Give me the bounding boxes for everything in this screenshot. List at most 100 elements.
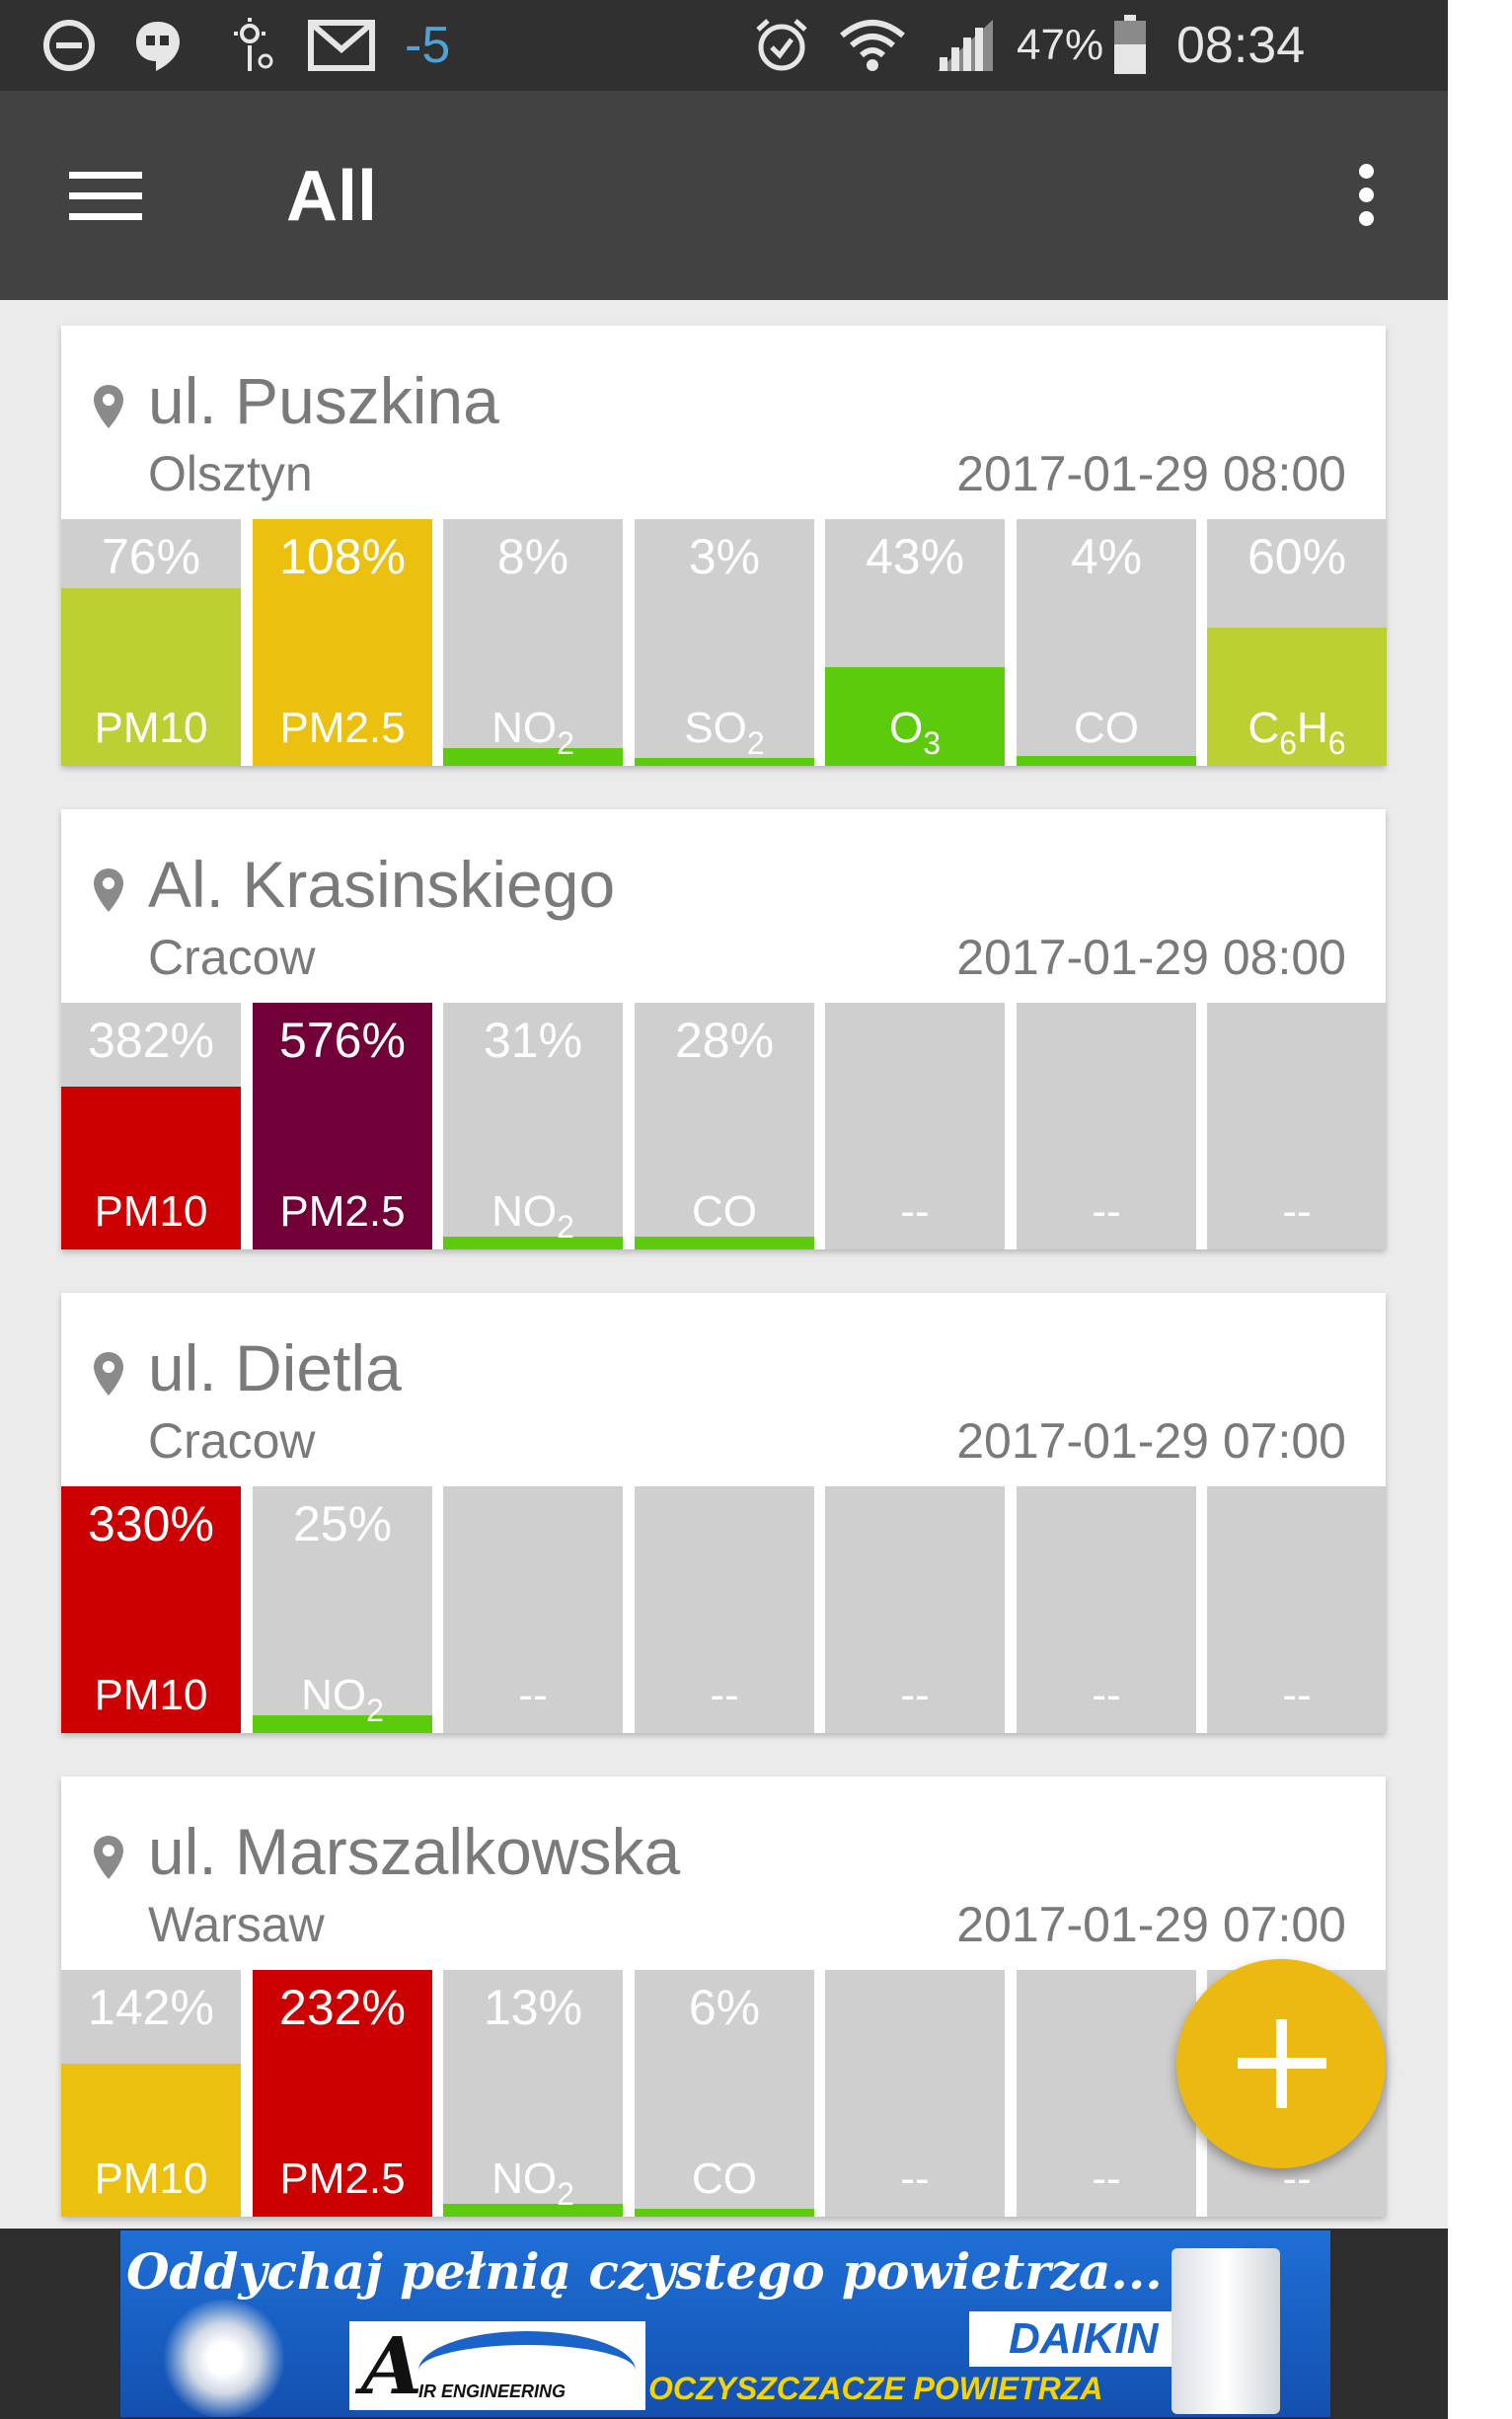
ad-banner[interactable]: Oddychaj pełnią czystego powietrza... A …: [0, 2229, 1448, 2419]
level-bar: [61, 588, 241, 766]
pollutant-cell[interactable]: --: [825, 1486, 1005, 1733]
wifi-icon: [837, 16, 908, 75]
station-street: ul. Dietla: [148, 1331, 402, 1404]
pollutant-cell[interactable]: --: [1017, 1486, 1196, 1733]
level-bar: [635, 2209, 814, 2217]
pollutant-cell[interactable]: 60% C6H6: [1207, 519, 1387, 766]
gmail-icon: [306, 16, 377, 75]
pollutant-percent: 31%: [483, 1013, 583, 1068]
clock: 08:34: [1176, 17, 1306, 74]
level-bar: [635, 758, 814, 766]
pollutant-percent: 6%: [688, 1980, 761, 2035]
app-bar: All: [0, 91, 1448, 300]
pollutant-row: 142% PM10 232% PM2.5 13% NO2 6% CO -- -- --: [61, 1970, 1387, 2217]
notification-count: -5: [405, 17, 451, 74]
pollutant-percent: 28%: [674, 1013, 775, 1068]
pollutant-row: 382% PM10 576% PM2.5 31% NO2 28% CO -- -- --: [61, 1003, 1387, 1249]
pollutant-percent: 576%: [279, 1013, 406, 1068]
pollutant-name: --: [1282, 1187, 1312, 1236]
pollutant-cell[interactable]: 382% PM10: [61, 1003, 241, 1249]
level-bar: [253, 519, 432, 766]
pollutant-cell[interactable]: 330% PM10: [61, 1486, 241, 1733]
add-station-button[interactable]: [1176, 1959, 1386, 2168]
level-bar: [825, 667, 1005, 766]
page-title: All: [286, 157, 378, 236]
pollutant-cell[interactable]: 25% NO2: [253, 1486, 432, 1733]
pollutant-cell[interactable]: 13% NO2: [443, 1970, 623, 2217]
level-bar: [1207, 628, 1387, 766]
hamburger-menu-icon[interactable]: [69, 172, 142, 221]
pollutant-cell[interactable]: 4% CO: [1017, 519, 1196, 766]
pollutant-cell[interactable]: --: [1017, 1970, 1196, 2217]
status-bar: -5 47% 08:34: [0, 0, 1448, 91]
screen: -5 47% 08:34 All ul. Puszkina Olsztyn 2017…: [0, 0, 1448, 2419]
pollutant-name: NO2: [491, 2154, 574, 2212]
pollutant-percent: 108%: [279, 529, 406, 584]
do-not-disturb-icon: [39, 16, 99, 75]
location-pin-icon: [91, 1350, 126, 1398]
pollutant-cell[interactable]: --: [1207, 1486, 1387, 1733]
pollutant-cell[interactable]: --: [825, 1970, 1005, 2217]
pollutant-percent: 76%: [101, 529, 201, 584]
station-city: Cracow: [148, 1413, 316, 1469]
pollutant-percent: 25%: [292, 1496, 393, 1551]
level-bar: [61, 1087, 241, 1249]
pollutant-name: PM10: [94, 2154, 208, 2203]
station-card[interactable]: ul. Marszalkowska Warsaw 2017-01-29 07:00 1…: [61, 1776, 1387, 2217]
pollutant-percent: 13%: [483, 1980, 583, 2035]
station-card[interactable]: ul. Puszkina Olsztyn 2017-01-29 08:00 76% PM…: [61, 326, 1387, 766]
station-city: Olsztyn: [148, 446, 313, 501]
pollutant-cell[interactable]: 28% CO: [635, 1003, 814, 1249]
pollutant-name: PM2.5: [279, 1187, 406, 1236]
pollutant-cell[interactable]: 3% SO2: [635, 519, 814, 766]
pollutant-cell[interactable]: 576% PM2.5: [253, 1003, 432, 1249]
ad-headline: Oddychaj pełnią czystego powietrza...: [126, 2242, 1163, 2301]
station-card[interactable]: ul. Dietla Cracow 2017-01-29 07:00 330% PM10…: [61, 1293, 1387, 1733]
pollutant-percent: 232%: [279, 1980, 406, 2035]
level-bar: [443, 748, 623, 766]
battery-icon: [1110, 15, 1150, 75]
more-vert-icon[interactable]: [1346, 150, 1386, 239]
pollutant-cell[interactable]: 108% PM2.5: [253, 519, 432, 766]
measurement-time: 2017-01-29 08:00: [956, 446, 1346, 501]
pollutant-cell[interactable]: --: [443, 1486, 623, 1733]
pollutant-cell[interactable]: --: [1207, 1003, 1387, 1249]
station-street: ul. Marszalkowska: [148, 1815, 681, 1888]
pollutant-name: --: [1092, 2154, 1121, 2203]
pollutant-cell[interactable]: 31% NO2: [443, 1003, 623, 1249]
pollutant-name: O3: [888, 704, 942, 761]
pollutant-cell[interactable]: --: [635, 1486, 814, 1733]
measurement-time: 2017-01-29 07:00: [956, 1897, 1346, 1952]
pollutant-name: --: [1092, 1671, 1121, 1719]
level-bar: [253, 1715, 432, 1733]
hangouts-icon: [128, 16, 188, 75]
pollutant-cell[interactable]: 8% NO2: [443, 519, 623, 766]
air-engineering-logo: A IR ENGINEERING: [349, 2321, 645, 2410]
pollutant-name: --: [710, 1671, 739, 1719]
pollutant-cell[interactable]: --: [1017, 1003, 1196, 1249]
pollutant-name: --: [1282, 1671, 1312, 1719]
station-city: Cracow: [148, 930, 316, 985]
pollutant-cell[interactable]: 6% CO: [635, 1970, 814, 2217]
pollutant-name: CO: [692, 2154, 757, 2203]
pollutant-name: PM10: [94, 704, 208, 752]
pollutant-cell[interactable]: 43% O3: [825, 519, 1005, 766]
pollutant-name: PM10: [94, 1671, 208, 1719]
pollutant-percent: 60%: [1247, 529, 1347, 584]
weather-icon: [222, 16, 281, 75]
pollutant-name: NO2: [301, 1671, 384, 1728]
pollutant-cell[interactable]: 142% PM10: [61, 1970, 241, 2217]
level-bar: [253, 1970, 432, 2217]
pollutant-cell[interactable]: 76% PM10: [61, 519, 241, 766]
pollutant-percent: 8%: [496, 529, 569, 584]
measurement-time: 2017-01-29 08:00: [956, 930, 1346, 985]
station-card[interactable]: Al. Krasinskiego Cracow 2017-01-29 08:00 38…: [61, 809, 1387, 1249]
ad-creative[interactable]: Oddychaj pełnią czystego powietrza... A …: [120, 2230, 1330, 2417]
pollutant-percent: 142%: [88, 1980, 214, 2035]
dandelion-image: [160, 2300, 288, 2417]
station-street: ul. Puszkina: [148, 364, 499, 437]
ad-tagline: OCZYSZCZACZE POWIETRZA: [648, 2371, 1103, 2406]
pollutant-cell[interactable]: --: [825, 1003, 1005, 1249]
pollutant-cell[interactable]: 232% PM2.5: [253, 1970, 432, 2217]
level-bar: [253, 1003, 432, 1249]
